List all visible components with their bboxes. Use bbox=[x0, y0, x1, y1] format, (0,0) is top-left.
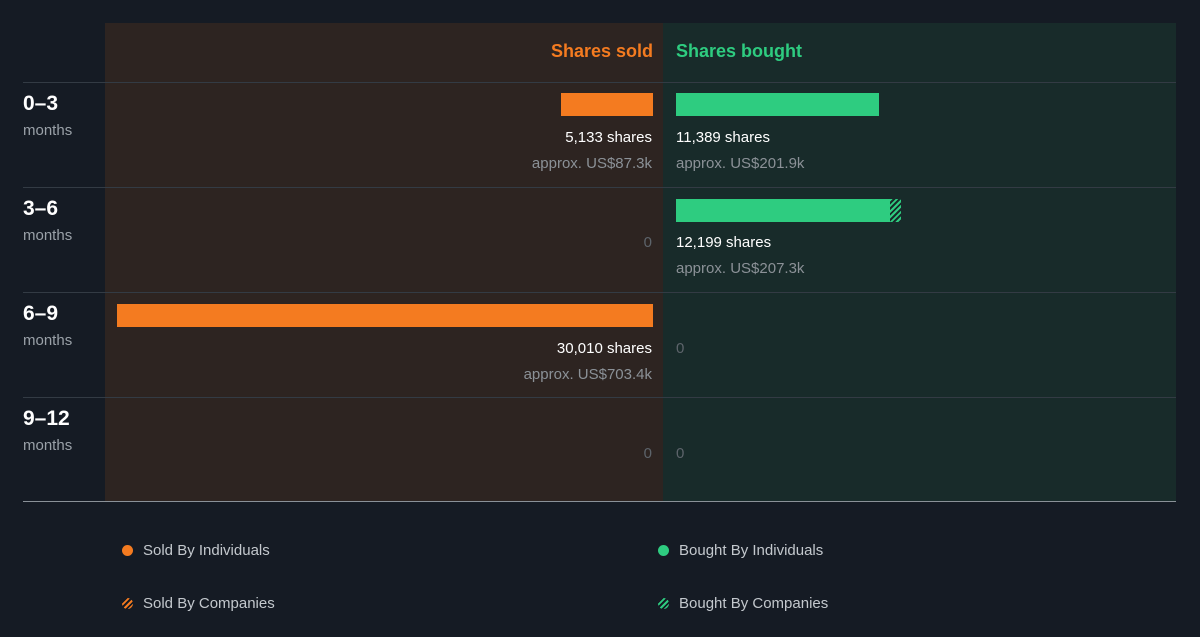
legend-label: Sold By Companies bbox=[143, 595, 275, 612]
row-label-1: 3–6 months bbox=[23, 197, 72, 244]
green-dot-icon bbox=[658, 544, 669, 556]
row-unit: months bbox=[23, 122, 73, 139]
bought-shares-label: 11,389 shares bbox=[676, 129, 770, 146]
row-label-2: 6–9 months bbox=[23, 302, 72, 349]
row-unit: months bbox=[23, 332, 73, 349]
legend-label: Bought By Individuals bbox=[679, 542, 824, 559]
bought-header: Shares bought bbox=[676, 41, 803, 61]
bought-shares-label: 12,199 shares bbox=[676, 234, 772, 251]
legend-label: Bought By Companies bbox=[679, 595, 829, 612]
bought-bar[interactable] bbox=[676, 199, 890, 222]
sold-bar[interactable] bbox=[117, 304, 653, 327]
sold-header: Shares sold bbox=[550, 41, 653, 61]
row-unit: months bbox=[23, 437, 73, 454]
bought-approx-label: approx. US$207.3k bbox=[676, 260, 805, 277]
bought-approx-label: approx. US$201.9k bbox=[676, 155, 805, 172]
sold-bar[interactable] bbox=[561, 93, 653, 116]
row-divider bbox=[23, 292, 1176, 293]
sold-shares-label: 5,133 shares bbox=[565, 129, 652, 146]
bought-zero-label: 0 bbox=[676, 445, 685, 462]
sold-approx-label: approx. US$703.4k bbox=[523, 366, 652, 383]
legend-sold-companies[interactable]: Sold By Companies bbox=[122, 595, 275, 613]
row-range: 3–6 bbox=[23, 197, 59, 220]
row-divider bbox=[23, 397, 1176, 398]
legend-label: Sold By Individuals bbox=[143, 542, 270, 559]
row-range: 9–12 bbox=[23, 407, 70, 430]
sold-shares-label: 30,010 shares bbox=[556, 340, 652, 357]
axis-line bbox=[23, 501, 1176, 502]
sold-approx-label: approx. US$87.3k bbox=[531, 155, 652, 172]
row-unit: months bbox=[23, 227, 73, 244]
row-divider bbox=[23, 82, 1176, 83]
row-range: 0–3 bbox=[23, 92, 59, 115]
green-hatched-dot-icon bbox=[658, 597, 669, 609]
row-divider bbox=[23, 187, 1176, 188]
row-label-3: 9–12 months bbox=[23, 407, 72, 454]
bought-zero-label: 0 bbox=[676, 340, 685, 357]
row-range: 6–9 bbox=[23, 302, 59, 325]
legend-bought-companies[interactable]: Bought By Companies bbox=[658, 595, 828, 613]
bought-bar[interactable] bbox=[676, 93, 879, 116]
sold-zero-label: 0 bbox=[643, 234, 652, 251]
row-label-0: 0–3 months bbox=[23, 92, 72, 139]
legend-bought-individuals[interactable]: Bought By Individuals bbox=[658, 542, 823, 560]
orange-hatched-dot-icon bbox=[122, 597, 133, 609]
sold-zero-label: 0 bbox=[643, 445, 652, 462]
orange-dot-icon bbox=[122, 544, 133, 556]
legend-sold-individuals[interactable]: Sold By Individuals bbox=[122, 542, 270, 560]
bought-companies-bar[interactable] bbox=[890, 199, 901, 222]
